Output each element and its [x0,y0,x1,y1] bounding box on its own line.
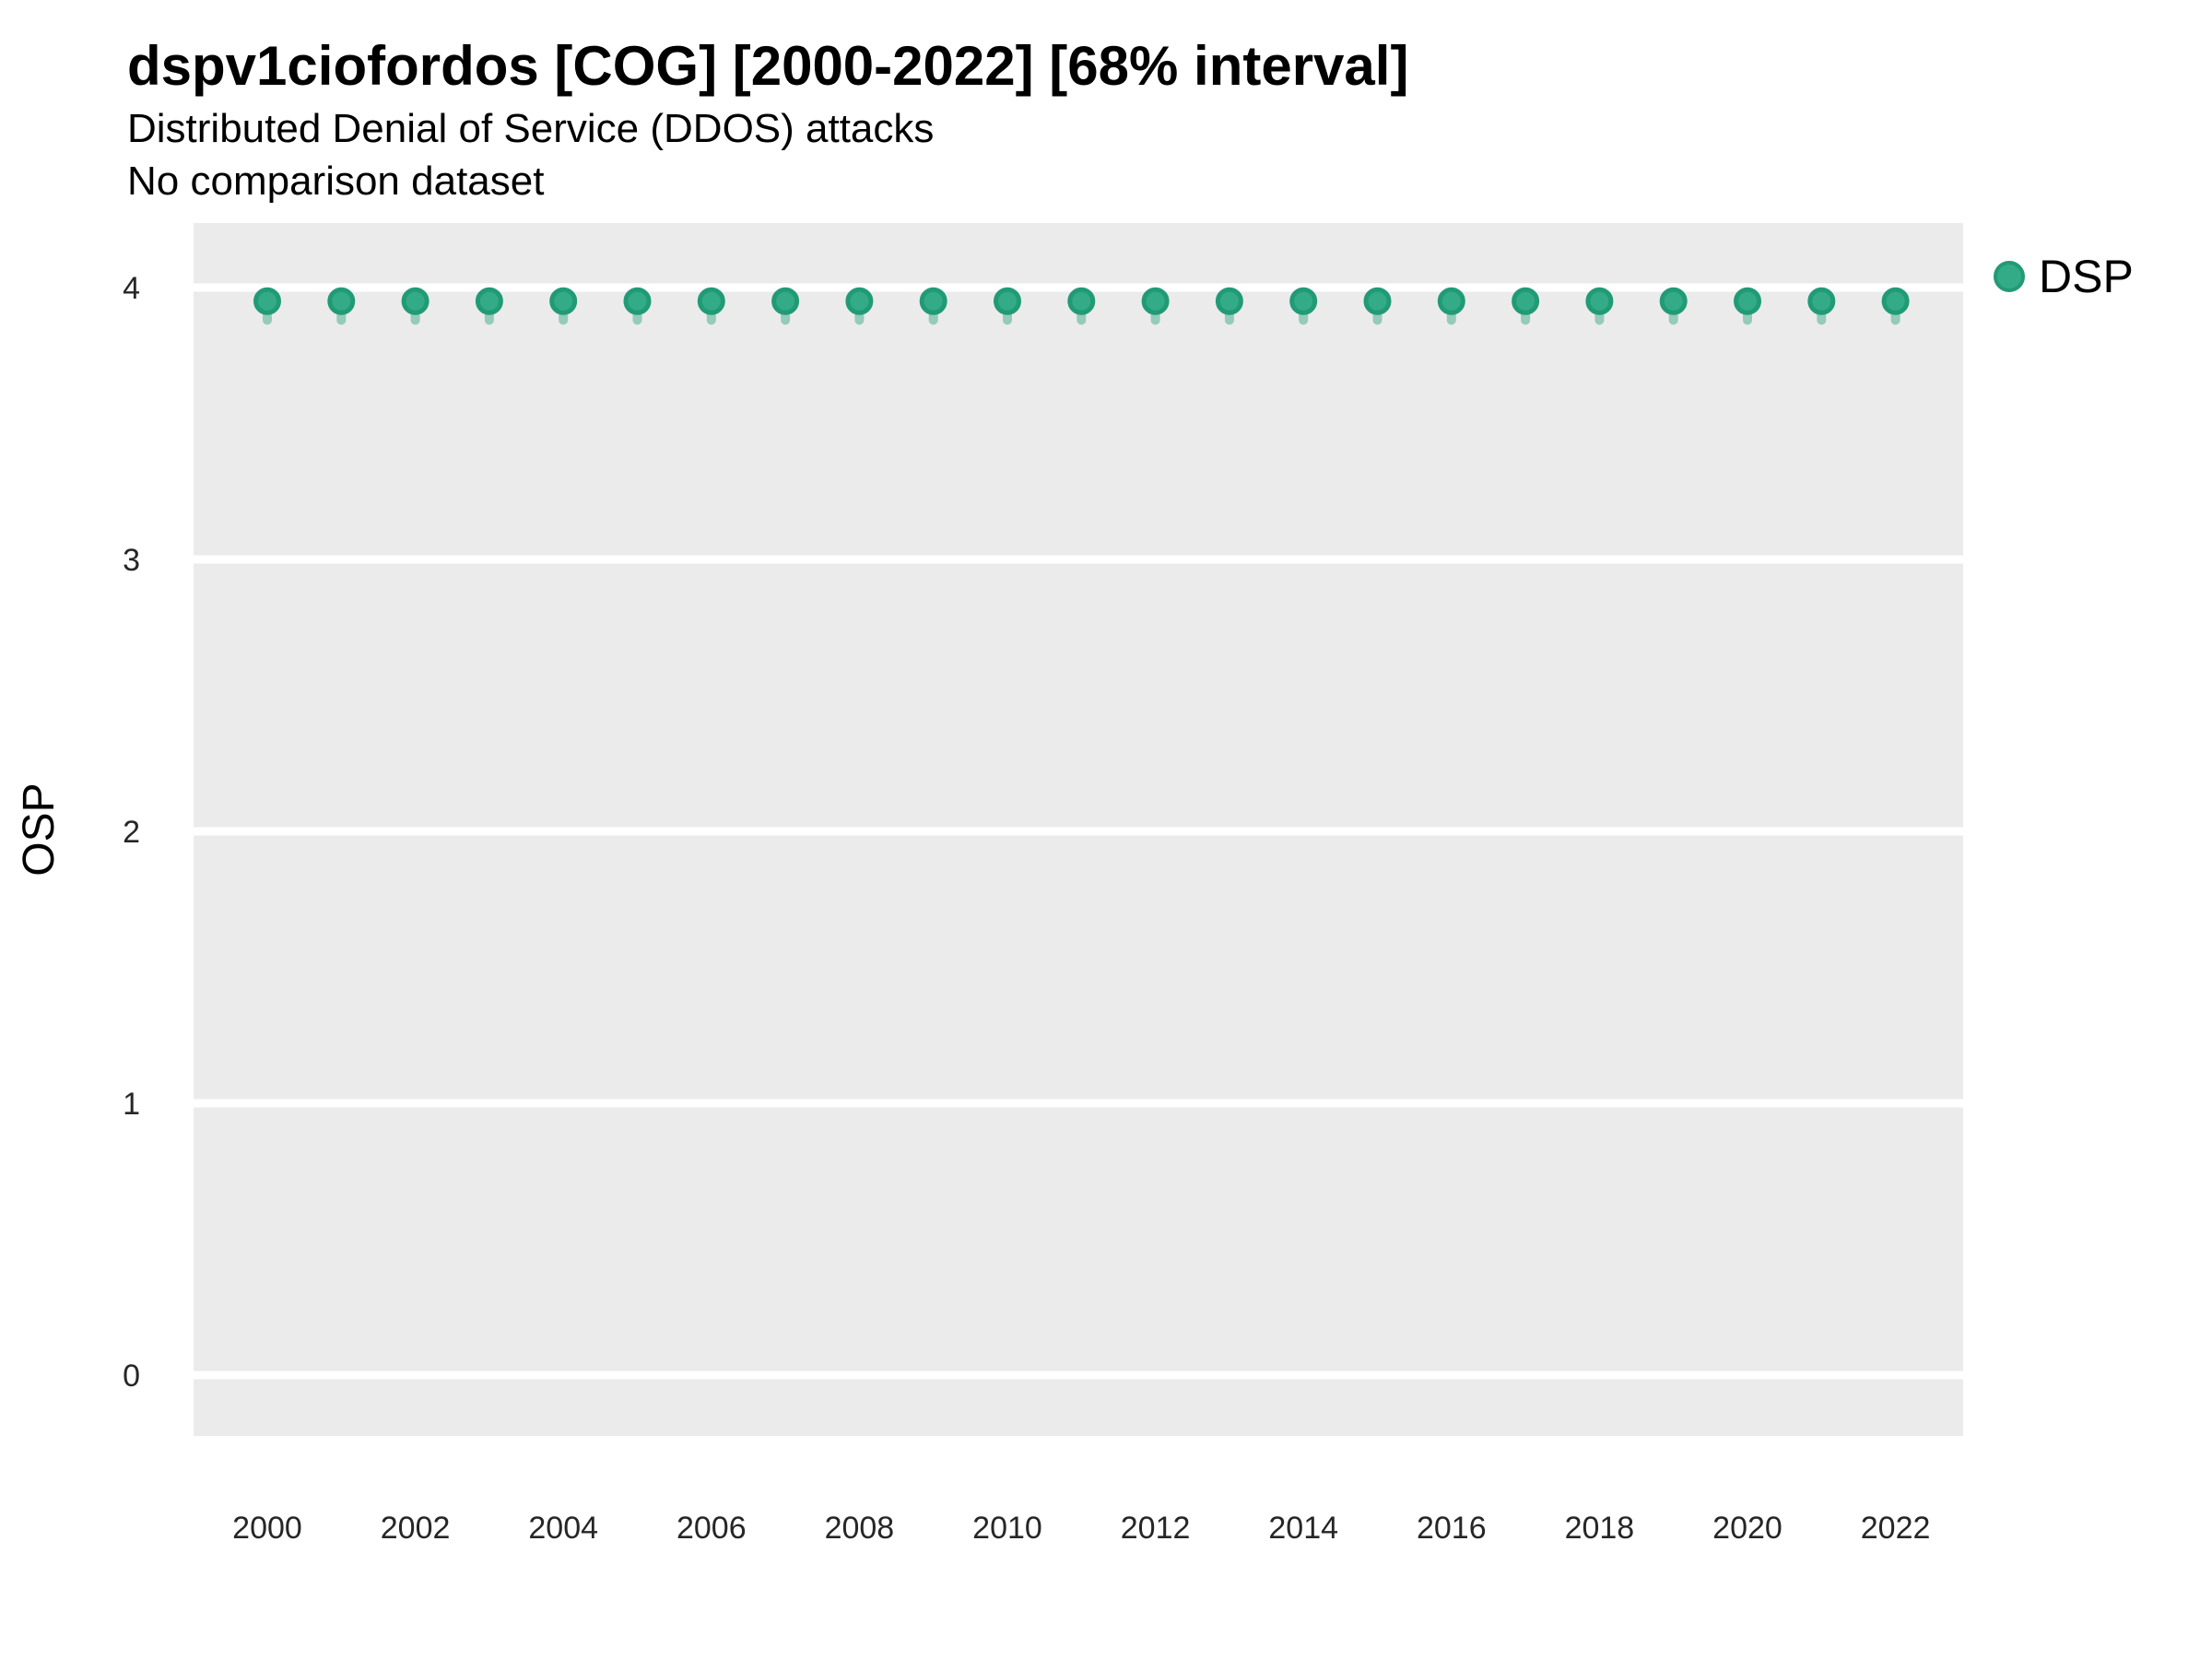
data-point-2021 [1807,287,1836,315]
x-tick-label-2022: 2022 [1861,1511,1931,1546]
data-point-2010 [994,287,1021,315]
data-point-2001 [327,287,356,315]
legend: DSP [1994,251,2134,302]
data-point-2003 [475,287,503,315]
y-tick-label-2: 2 [123,815,140,850]
chart-title: dspv1ciofordos [COG] [2000-2022] [68% in… [127,35,1409,97]
x-tick-label-2004: 2004 [528,1511,598,1546]
data-point-2017 [1512,287,1540,315]
data-point-2002 [401,287,429,315]
data-point-2013 [1215,287,1243,315]
y-tick-label-3: 3 [123,543,140,578]
y-tick-label-0: 0 [123,1359,140,1394]
x-tick-label-2018: 2018 [1565,1511,1635,1546]
data-point-2007 [771,287,800,315]
x-tick-label-2020: 2020 [1712,1511,1783,1546]
data-point-2004 [549,287,578,315]
data-point-2008 [845,287,874,315]
data-point-2018 [1585,287,1614,315]
data-point-2022 [1881,287,1910,315]
data-point-2014 [1289,287,1318,315]
x-tick-label-2006: 2006 [677,1511,747,1546]
data-point-2006 [697,287,725,315]
data-point-2000 [253,287,281,315]
data-point-2005 [623,287,652,315]
y-tick-label-1: 1 [123,1087,140,1122]
chart-subtitle: Distributed Denial of Service (DDOS) att… [127,106,935,151]
data-point-2012 [1141,287,1170,315]
x-tick-label-2012: 2012 [1121,1511,1191,1546]
x-tick-label-2002: 2002 [381,1511,451,1546]
data-point-2016 [1437,287,1465,315]
data-point-2020 [1734,287,1761,315]
legend-marker-icon [1994,261,2025,292]
y-axis-title: OSP [15,782,64,876]
data-point-2015 [1363,287,1392,315]
x-tick-label-2008: 2008 [825,1511,895,1546]
data-point-2011 [1067,287,1096,315]
x-tick-label-2010: 2010 [972,1511,1042,1546]
chart-subtitle-secondary: No comparison dataset [127,159,545,204]
legend-label-dsp: DSP [2039,251,2134,302]
y-tick-label-4: 4 [123,271,140,306]
x-tick-label-2014: 2014 [1268,1511,1338,1546]
data-point-2019 [1659,287,1688,315]
x-tick-label-2000: 2000 [232,1511,302,1546]
x-tick-label-2016: 2016 [1417,1511,1487,1546]
data-point-2009 [919,287,947,315]
